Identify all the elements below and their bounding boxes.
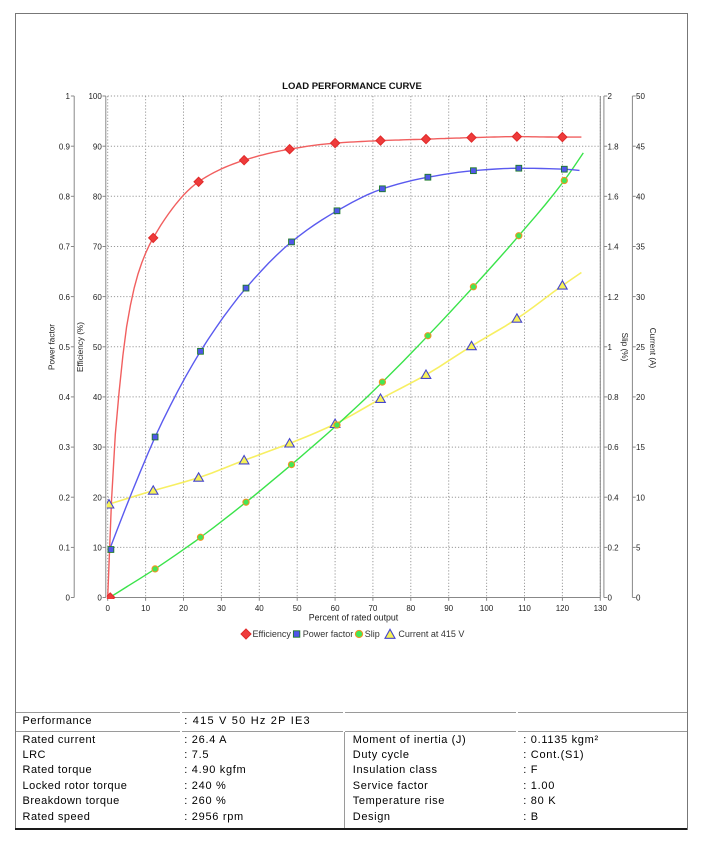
svg-text:100: 100: [88, 92, 102, 101]
svg-text:20: 20: [636, 393, 645, 402]
svg-text:70: 70: [93, 243, 102, 252]
svg-text:1.4: 1.4: [608, 243, 620, 252]
svg-text:Slip (%): Slip (%): [620, 333, 629, 362]
svg-text:40: 40: [636, 193, 645, 202]
svg-text:Current (A): Current (A): [648, 328, 657, 369]
svg-text:30: 30: [636, 293, 645, 302]
svg-text:0.2: 0.2: [59, 493, 71, 502]
svg-text:10: 10: [93, 544, 102, 553]
svg-text:1.6: 1.6: [608, 193, 620, 202]
svg-text:0: 0: [66, 594, 71, 603]
svg-text:80: 80: [93, 193, 102, 202]
svg-text:0.5: 0.5: [59, 343, 71, 352]
svg-text:15: 15: [636, 443, 645, 452]
svg-text:10: 10: [141, 604, 150, 613]
svg-text:0.4: 0.4: [608, 493, 620, 502]
svg-text:110: 110: [518, 604, 531, 613]
svg-text:50: 50: [93, 343, 102, 352]
svg-text:130: 130: [594, 604, 608, 613]
svg-text:40: 40: [93, 393, 102, 402]
svg-text:100: 100: [480, 604, 494, 613]
svg-text:0: 0: [97, 594, 102, 603]
svg-text:Percent of rated output: Percent of rated output: [309, 613, 399, 623]
svg-text:Power factor: Power factor: [48, 324, 57, 370]
svg-text:20: 20: [93, 493, 102, 502]
svg-text:30: 30: [217, 604, 226, 613]
svg-text:2: 2: [608, 92, 613, 101]
svg-text:0.8: 0.8: [59, 193, 71, 202]
svg-text:1: 1: [66, 92, 71, 101]
svg-text:0.2: 0.2: [608, 544, 620, 553]
svg-text:60: 60: [331, 604, 340, 613]
svg-text:1.8: 1.8: [608, 142, 620, 151]
svg-text:0.7: 0.7: [59, 243, 71, 252]
svg-text:1.2: 1.2: [608, 293, 620, 302]
svg-text:0.1: 0.1: [59, 544, 71, 553]
svg-text:40: 40: [255, 604, 264, 613]
svg-text:90: 90: [444, 604, 453, 613]
svg-text:0.9: 0.9: [59, 142, 71, 151]
svg-text:0.4: 0.4: [59, 393, 71, 402]
svg-text:0: 0: [636, 594, 641, 603]
svg-text:Efficiency (%): Efficiency (%): [76, 322, 85, 372]
svg-text:0.8: 0.8: [608, 393, 620, 402]
svg-text:0: 0: [105, 604, 110, 613]
svg-text:45: 45: [636, 142, 645, 151]
svg-text:5: 5: [636, 544, 641, 553]
svg-text:0.3: 0.3: [59, 443, 71, 452]
svg-text:35: 35: [636, 243, 645, 252]
svg-text:0.6: 0.6: [608, 443, 620, 452]
svg-text:60: 60: [93, 293, 102, 302]
svg-text:70: 70: [368, 604, 377, 613]
svg-text:Current at 415 V: Current at 415 V: [398, 629, 464, 639]
svg-text:10: 10: [636, 493, 645, 502]
svg-text:LOAD PERFORMANCE CURVE: LOAD PERFORMANCE CURVE: [282, 81, 422, 92]
svg-text:Slip: Slip: [365, 629, 380, 639]
svg-text:120: 120: [556, 604, 570, 613]
svg-text:0.6: 0.6: [59, 293, 71, 302]
svg-text:20: 20: [179, 604, 188, 613]
svg-text:25: 25: [636, 343, 645, 352]
svg-text:1: 1: [608, 343, 613, 352]
svg-text:80: 80: [406, 604, 415, 613]
svg-text:50: 50: [636, 92, 645, 101]
svg-text:90: 90: [93, 142, 102, 151]
svg-text:Power factor: Power factor: [303, 629, 354, 639]
svg-text:30: 30: [93, 443, 102, 452]
svg-text:Efficiency: Efficiency: [253, 629, 292, 639]
svg-text:50: 50: [293, 604, 302, 613]
svg-text:0: 0: [608, 594, 613, 603]
